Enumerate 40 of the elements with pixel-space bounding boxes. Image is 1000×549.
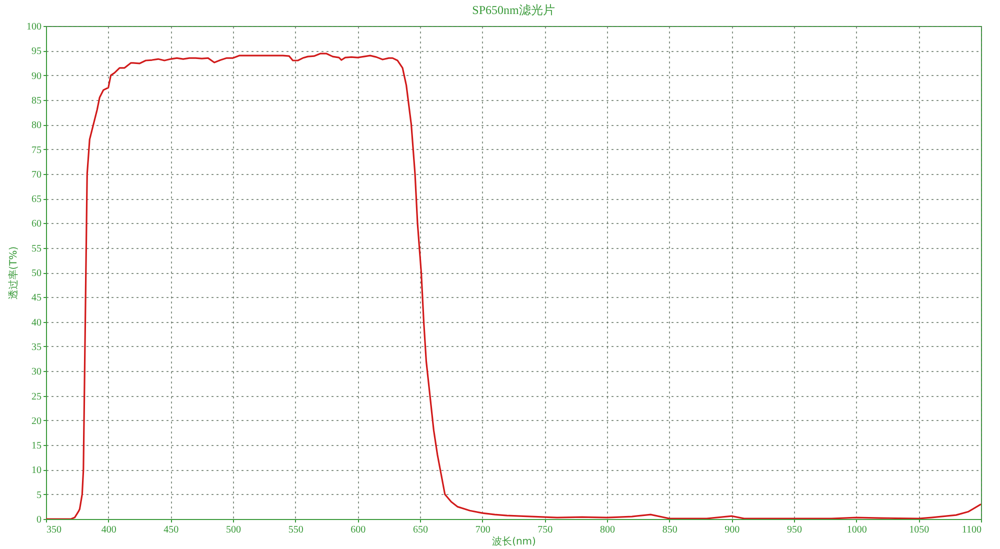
y-tick-label: 45	[32, 292, 42, 304]
y-tick-label: 15	[32, 440, 42, 452]
x-tick-label: 600	[350, 524, 366, 536]
y-tick-label: 100	[26, 22, 42, 32]
x-tick-label: 850	[662, 524, 678, 536]
y-tick-label: 30	[32, 366, 42, 378]
x-tick-label: 950	[787, 524, 802, 536]
y-tick-label: 55	[32, 243, 42, 254]
y-tick-label: 65	[32, 194, 42, 206]
y-tick-label: 10	[32, 465, 42, 476]
x-tick-label: 900	[724, 524, 740, 536]
y-tick-label: 20	[32, 416, 42, 427]
y-tick-label: 50	[32, 268, 42, 279]
y-tick-label: 90	[32, 70, 42, 82]
y-tick-label: 35	[32, 342, 42, 353]
y-tick-label: 60	[32, 218, 42, 230]
y-tick-label: 80	[32, 120, 42, 132]
x-tick-label: 750	[538, 524, 553, 536]
y-tick-label: 75	[32, 144, 42, 156]
chart-title: SP650nm滤光片	[472, 3, 555, 17]
x-tick-label: 700	[475, 524, 490, 536]
x-tick-label: 450	[164, 524, 179, 536]
x-tick-label: 400	[101, 524, 116, 536]
y-tick-label: 70	[32, 169, 42, 180]
y-tick-label: 0	[36, 514, 42, 526]
x-tick-label: 1000	[846, 524, 867, 536]
x-tick-label: 500	[226, 524, 241, 536]
x-tick-label: 800	[600, 524, 615, 536]
y-tick-label: 5	[36, 490, 42, 501]
x-tick-label: 1100	[962, 524, 982, 536]
x-tick-label: 650	[413, 524, 428, 536]
y-tick-label: 95	[32, 46, 42, 58]
x-tick-label: 550	[288, 524, 304, 536]
y-axis-title: 透过率(T%)	[8, 246, 20, 300]
x-axis-title: 波长(nm)	[492, 536, 536, 548]
x-tick-label: 350	[46, 524, 62, 536]
x-tick-label: 1050	[909, 524, 930, 536]
y-tick-label: 85	[32, 95, 42, 106]
y-tick-label: 40	[32, 317, 42, 328]
y-tick-label: 25	[32, 391, 42, 402]
